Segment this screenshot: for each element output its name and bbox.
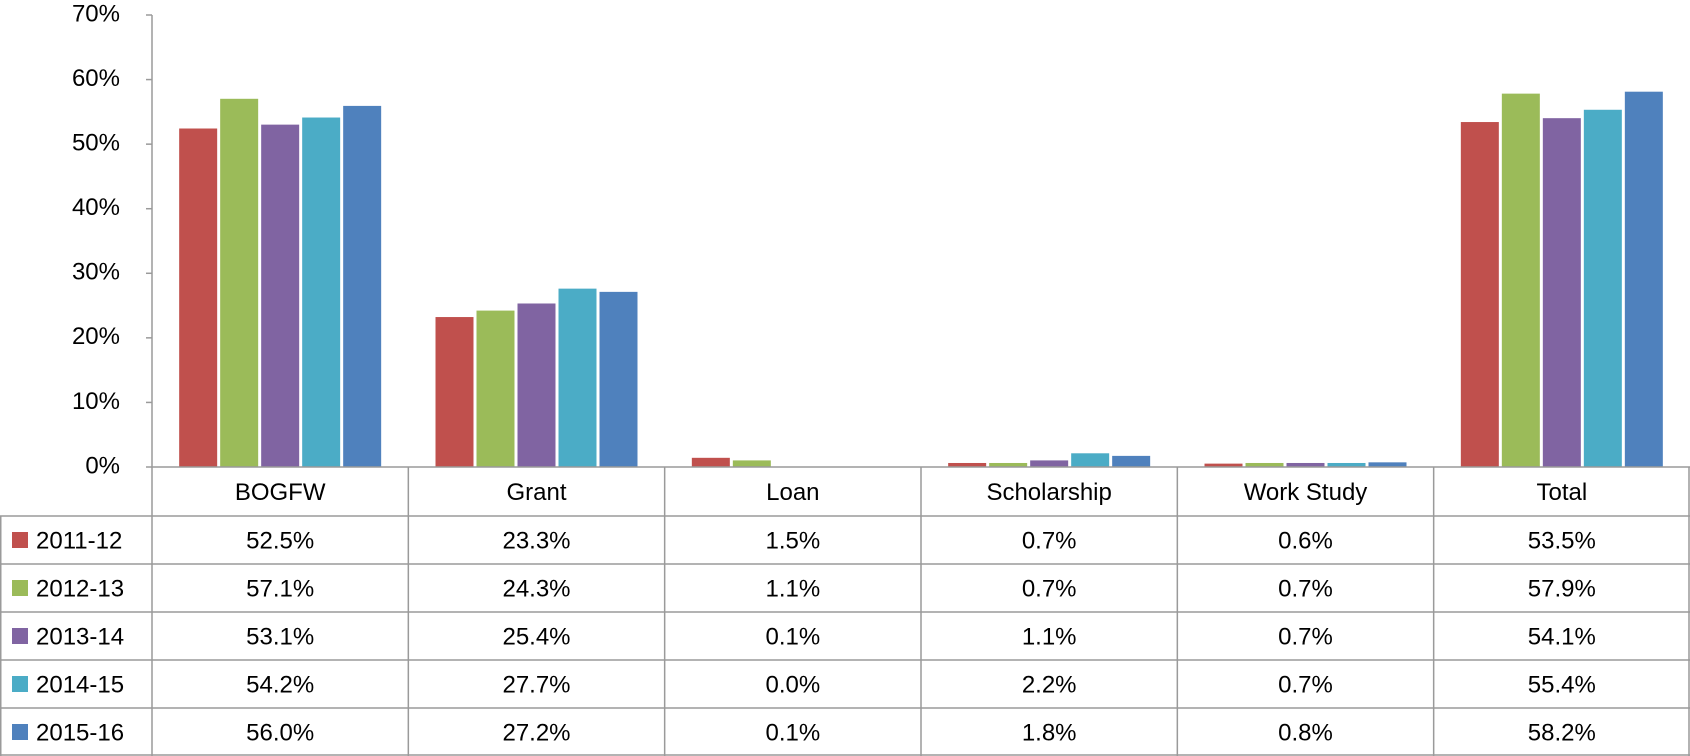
bar: [516, 302, 557, 468]
y-tick-label: 60%: [72, 65, 120, 92]
bar: [301, 116, 342, 468]
table-cell: 27.2%: [502, 719, 570, 746]
table-cell: 24.3%: [502, 575, 570, 602]
y-tick-label: 30%: [72, 259, 120, 286]
bar: [598, 290, 639, 468]
table-cell: 53.5%: [1528, 527, 1596, 554]
table-cell: 54.2%: [246, 671, 314, 698]
table-cell: 0.7%: [1022, 527, 1077, 554]
y-tick-label: 20%: [72, 323, 120, 350]
legend-swatch: [12, 628, 28, 644]
table-cell: 55.4%: [1528, 671, 1596, 698]
x-tick-label: Work Study: [1244, 479, 1368, 506]
bar: [1029, 459, 1070, 468]
table-cell: 0.8%: [1278, 719, 1333, 746]
legend-label: 2014-15: [36, 671, 124, 698]
bar: [475, 309, 516, 468]
table-cell: 0.0%: [765, 671, 820, 698]
x-tick-label: Grant: [506, 479, 566, 506]
legend-swatch: [12, 580, 28, 596]
table-cell: 0.7%: [1278, 671, 1333, 698]
x-tick-label: Total: [1536, 479, 1587, 506]
bar: [260, 123, 301, 468]
bar: [1500, 92, 1541, 468]
table-cell: 0.7%: [1278, 623, 1333, 650]
bar: [434, 316, 475, 468]
x-tick-label: BOGFW: [235, 479, 326, 506]
y-tick-label: 50%: [72, 129, 120, 156]
table-cell: 56.0%: [246, 719, 314, 746]
table-cell: 0.1%: [765, 623, 820, 650]
bar: [178, 127, 219, 468]
bar: [1070, 452, 1111, 468]
table-cell: 54.1%: [1528, 623, 1596, 650]
bar: [1367, 461, 1408, 468]
y-tick-label: 70%: [72, 0, 120, 27]
bar: [219, 97, 260, 468]
bar: [1582, 108, 1623, 468]
y-tick-label: 0%: [85, 452, 120, 479]
x-tick-label: Scholarship: [986, 479, 1111, 506]
table-cell: 27.7%: [502, 671, 570, 698]
legend-label: 2011-12: [36, 527, 122, 554]
table-cell: 0.7%: [1278, 575, 1333, 602]
legend-swatch: [12, 676, 28, 692]
table-cell: 0.7%: [1022, 575, 1077, 602]
table-cell: 57.9%: [1528, 575, 1596, 602]
legend-swatch: [12, 724, 28, 740]
bar: [1623, 90, 1664, 468]
table-cell: 25.4%: [502, 623, 570, 650]
x-tick-label: Loan: [766, 479, 819, 506]
table-cell: 52.5%: [246, 527, 314, 554]
table-cell: 1.1%: [1022, 623, 1077, 650]
table-cell: 1.5%: [765, 527, 820, 554]
bar: [731, 459, 772, 468]
table-cell: 58.2%: [1528, 719, 1596, 746]
bar: [1111, 454, 1152, 468]
legend-label: 2012-13: [36, 575, 124, 602]
y-tick-label: 10%: [72, 388, 120, 415]
bar: [1541, 117, 1582, 468]
bar: [1459, 121, 1500, 468]
table-cell: 1.1%: [765, 575, 820, 602]
bar: [690, 456, 731, 468]
table-cell: 1.8%: [1022, 719, 1077, 746]
table-cell: 0.6%: [1278, 527, 1333, 554]
y-tick-label: 40%: [72, 194, 120, 221]
bar: [342, 104, 383, 468]
legend-swatch: [12, 532, 28, 548]
legend-label: 2013-14: [36, 623, 124, 650]
table-cell: 23.3%: [502, 527, 570, 554]
table-cell: 57.1%: [246, 575, 314, 602]
table-cell: 0.1%: [765, 719, 820, 746]
bar: [557, 287, 598, 468]
table-cell: 2.2%: [1022, 671, 1077, 698]
legend-label: 2015-16: [36, 719, 124, 746]
table-cell: 53.1%: [246, 623, 314, 650]
